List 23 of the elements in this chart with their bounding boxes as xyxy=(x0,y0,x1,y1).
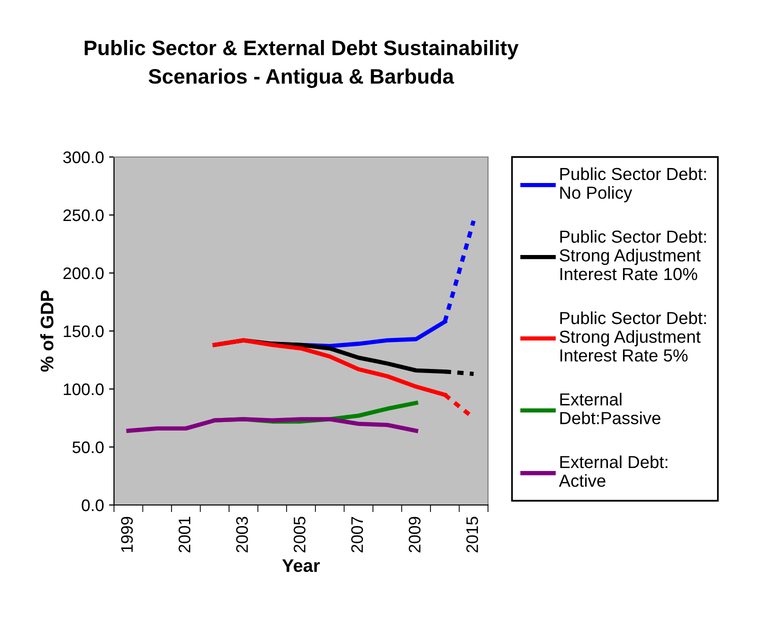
legend-label: Public Sector Debt: Strong Adjustment Interest Rate 5% xyxy=(560,311,706,362)
x-tick-label: 1999 xyxy=(121,516,133,552)
y-tick-label: 100.0 xyxy=(64,383,104,396)
x-tick-label: 2005 xyxy=(294,516,306,552)
y-tick-label: 200.0 xyxy=(63,267,104,280)
y-tick-label: 0.0 xyxy=(82,499,104,512)
chart-title: Public Sector & External Debt Sustainability Scenarios - Antigua & Barbuda xyxy=(84,40,519,88)
x-tick-label: 2009 xyxy=(408,516,421,552)
x-tick-label: 2015 xyxy=(466,516,478,552)
legend-label: External Debt: Active xyxy=(558,455,668,487)
y-axis-title: % of GDP xyxy=(40,290,54,372)
legend-label: External Debt:Passive xyxy=(560,392,660,424)
line-series xyxy=(126,417,418,433)
x-tick-label: 2001 xyxy=(178,516,190,552)
legend-label: Public Sector Debt: Strong Adjustment Interest Rate 10% xyxy=(560,230,706,280)
y-tick-label: 250.0 xyxy=(63,209,104,222)
y-tick-label: 150.0 xyxy=(64,325,104,338)
y-tick-label: 300.0 xyxy=(63,151,104,164)
legend-label: Public Sector Debt: No Policy xyxy=(560,167,706,202)
x-tick-label: 2007 xyxy=(351,516,364,552)
x-tick-label: 2003 xyxy=(236,516,248,552)
x-axis-title: Year xyxy=(282,559,320,572)
y-tick-label: 50.0 xyxy=(72,441,104,454)
